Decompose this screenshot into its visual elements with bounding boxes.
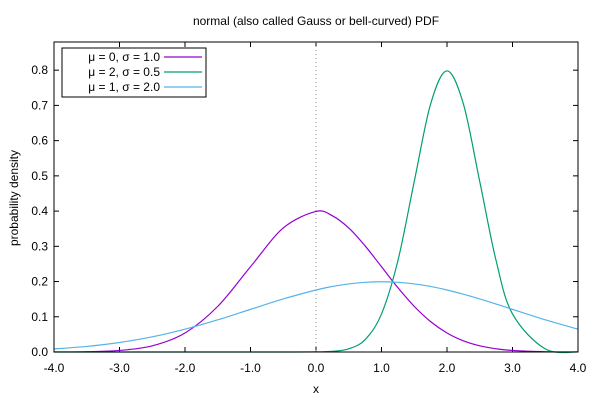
- x-tick-label: 0.0: [308, 361, 325, 375]
- y-tick-label: 0.6: [31, 134, 48, 148]
- series-line-1: [53, 210, 579, 353]
- legend-label: μ = 2, σ = 0.5: [88, 65, 160, 79]
- y-tick-label: 0.0: [31, 345, 48, 359]
- x-tick-label: 2.0: [439, 361, 456, 375]
- y-tick-label: 0.7: [31, 98, 48, 112]
- plot-frame: [53, 41, 579, 353]
- x-tick-label: -1.0: [240, 361, 261, 375]
- axis-ticks: -4.0 -3.0 -2.0 -1.0 0.0 1.0 2.0 3.0 4.0 0.0 0.1 0.2…: [31, 42, 587, 375]
- x-tick-label: 1.0: [373, 361, 390, 375]
- chart-title: normal (also called Gauss or bell-curved…: [193, 14, 439, 28]
- legend-label: μ = 1, σ = 2.0: [88, 80, 160, 94]
- y-tick-label: 0.2: [31, 275, 48, 289]
- x-tick-label: -2.0: [175, 361, 196, 375]
- x-tick-label: 4.0: [570, 361, 587, 375]
- x-tick-label: -4.0: [44, 361, 65, 375]
- legend-label: μ = 0, σ = 1.0: [88, 50, 160, 64]
- y-tick-label: 0.8: [31, 63, 48, 77]
- y-axis-label: probability density: [7, 150, 21, 246]
- y-tick-label: 0.3: [31, 239, 48, 253]
- series-line-3: [53, 281, 579, 350]
- x-tick-label: -3.0: [109, 361, 130, 375]
- x-tick-label: 3.0: [504, 361, 521, 375]
- y-tick-label: 0.4: [31, 204, 48, 218]
- y-tick-label: 0.5: [31, 169, 48, 183]
- y-tick-label: 0.1: [31, 310, 48, 324]
- legend: μ = 0, σ = 1.0μ = 2, σ = 0.5μ = 1, σ = 2…: [61, 47, 207, 98]
- x-axis-label: x: [313, 382, 319, 396]
